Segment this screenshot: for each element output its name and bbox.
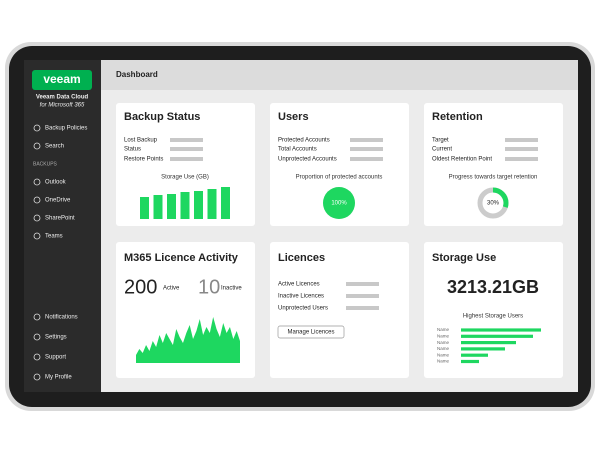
- manage-button[interactable]: [277, 325, 345, 339]
- ring: [477, 187, 509, 219]
- inactive-label: Inactive: [221, 286, 242, 292]
- field-label: Protected Accounts: [278, 138, 330, 144]
- user-bar: [461, 359, 479, 364]
- logo: veeam: [43, 72, 80, 86]
- menu-item[interactable]: Backup Policies: [45, 126, 87, 132]
- field-label: Restore Points: [124, 157, 163, 163]
- bar: [140, 197, 149, 219]
- placeholder: [170, 138, 203, 142]
- placeholder: [346, 306, 379, 310]
- placeholder: [505, 157, 538, 161]
- user-name: Name: [437, 340, 450, 345]
- menu-item[interactable]: Support: [45, 355, 66, 361]
- chart-title: Proportion of protected accounts: [296, 175, 383, 181]
- user-bar: [461, 347, 505, 351]
- menu-item[interactable]: Notifications: [45, 315, 78, 321]
- card: [270, 242, 409, 378]
- chart-title: Storage Use (GB): [161, 175, 209, 181]
- product: Veeam Data Cloud: [36, 95, 89, 101]
- inactive-count: 10: [198, 276, 220, 298]
- card-title: Storage Use: [432, 252, 496, 264]
- menu-icon: [33, 373, 41, 381]
- menu-item[interactable]: Settings: [45, 335, 67, 341]
- field-label: Total Accounts: [278, 147, 317, 153]
- active-count: 200: [124, 276, 157, 298]
- button-label[interactable]: Manage Licences: [287, 330, 334, 336]
- card: [270, 103, 409, 226]
- header-title: Dashboard: [116, 70, 158, 79]
- field-label: Active Licences: [278, 282, 320, 288]
- menu-item[interactable]: Search: [45, 144, 64, 150]
- menu-icon: [33, 196, 41, 204]
- user-bar: [461, 328, 541, 332]
- user-name: Name: [437, 327, 450, 332]
- card: [424, 103, 563, 226]
- sidebar: [24, 60, 101, 392]
- menu-icon: [33, 178, 41, 186]
- user-bar: [461, 334, 533, 338]
- menu-icon: [33, 333, 41, 341]
- field-label: Oldest Retention Point: [432, 157, 492, 163]
- pie: [323, 187, 355, 219]
- user-name: Name: [437, 346, 450, 351]
- field-label: Unprotected Accounts: [278, 157, 337, 163]
- card-title: Users: [278, 111, 309, 123]
- menu-icon: [33, 313, 41, 321]
- ring-label: 30%: [487, 201, 500, 207]
- chart-title: Progress towards target retention: [449, 175, 538, 181]
- card: [424, 242, 563, 378]
- menu-item[interactable]: My Profile: [45, 375, 72, 381]
- placeholder: [170, 147, 203, 151]
- bar: [194, 191, 203, 219]
- placeholder: [346, 294, 379, 298]
- menu-item[interactable]: SharePoint: [45, 216, 75, 222]
- menu-icon: [33, 214, 41, 222]
- field-label: Lost Backup: [124, 138, 158, 144]
- card-title: Backup Status: [124, 111, 200, 123]
- placeholder: [350, 138, 383, 142]
- menu-icon: [33, 232, 41, 240]
- menu-item[interactable]: OneDrive: [45, 198, 71, 204]
- placeholder: [170, 157, 203, 161]
- placeholder: [505, 147, 538, 151]
- bar: [153, 195, 163, 219]
- placeholder: [346, 282, 379, 286]
- field-label: Unprotected Users: [278, 306, 328, 312]
- field-label: Status: [124, 147, 141, 153]
- user-bar: [461, 341, 516, 345]
- user-bar: [461, 353, 488, 357]
- placeholder: [350, 157, 383, 161]
- product-sub: for Microsoft 365: [40, 103, 85, 109]
- card-title: Licences: [278, 252, 325, 264]
- placeholder: [350, 147, 383, 151]
- pie-label: 100%: [331, 201, 347, 207]
- bar: [167, 194, 176, 219]
- card: [116, 103, 255, 226]
- menu-icon: [33, 142, 41, 150]
- placeholder: [505, 138, 538, 142]
- area: [136, 317, 240, 363]
- user-name: Name: [437, 333, 450, 338]
- bar: [180, 192, 190, 219]
- bar: [207, 189, 217, 219]
- user-name: Name: [437, 359, 450, 364]
- user-name: Name: [437, 352, 450, 357]
- header: [101, 60, 578, 90]
- menu-icon: [33, 353, 41, 361]
- storage-total: 3213.21GB: [447, 277, 539, 297]
- menu-item[interactable]: Teams: [45, 234, 63, 240]
- menu-icon: [33, 124, 41, 132]
- card-title: Retention: [432, 111, 483, 123]
- active-label: Active: [163, 286, 180, 292]
- field-label: Current: [432, 147, 452, 153]
- section: BACKUPS: [33, 161, 58, 167]
- card-title: M365 Licence Activity: [124, 252, 239, 264]
- bar: [221, 187, 230, 219]
- list-title: Highest Storage Users: [463, 314, 523, 320]
- logo-box: [32, 70, 92, 90]
- field-label: Inactive Licences: [278, 294, 324, 300]
- menu-item[interactable]: Outlook: [45, 180, 67, 186]
- field-label: Target: [432, 138, 449, 144]
